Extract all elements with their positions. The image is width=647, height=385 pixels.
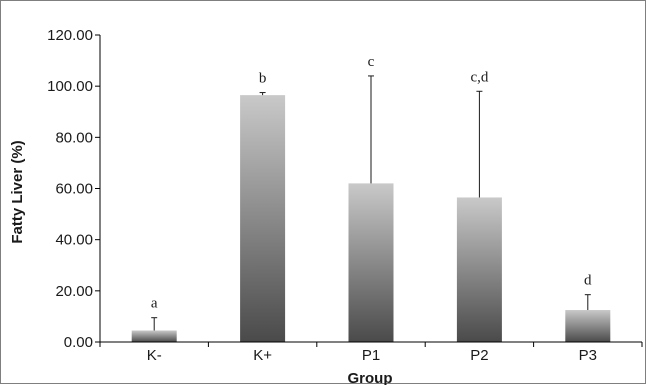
error-bars-group (151, 75, 591, 331)
significance-label: a (151, 296, 158, 312)
x-axis-title: Group (348, 370, 393, 385)
x-tick-label: K+ (253, 347, 272, 364)
y-tick-label: 40.00 (55, 232, 93, 249)
y-tick-label: 120.00 (47, 27, 93, 44)
significance-label: c (368, 54, 375, 70)
bar-K+ (240, 95, 286, 342)
y-axis-title: Fatty Liver (%) (9, 140, 26, 243)
data-labels-group: a b c c,d d (151, 54, 592, 312)
y-tick-label: 20.00 (55, 283, 93, 300)
bars-group (131, 95, 611, 342)
bar-P2 (456, 197, 502, 342)
significance-label: c,d (470, 69, 488, 85)
y-ticks-group: 0.00 20.00 40.00 60.00 80.00 100.00 120.00 (47, 27, 100, 351)
y-tick-label: 0.00 (64, 334, 93, 351)
significance-label: b (259, 71, 267, 87)
bar-P3 (565, 310, 611, 342)
y-tick-label: 60.00 (55, 181, 93, 198)
significance-label: d (584, 273, 592, 289)
x-tick-label: P3 (579, 347, 597, 364)
y-tick-label: 80.00 (55, 129, 93, 146)
x-tick-label: P2 (470, 347, 488, 364)
x-tick-label: P1 (362, 347, 380, 364)
bar-P1 (348, 183, 394, 342)
x-tick-label: K- (147, 347, 162, 364)
bar-K- (131, 330, 177, 342)
x-ticks-group: K- K+ P1 P2 P3 (99, 342, 643, 364)
y-tick-label: 100.00 (47, 78, 93, 95)
